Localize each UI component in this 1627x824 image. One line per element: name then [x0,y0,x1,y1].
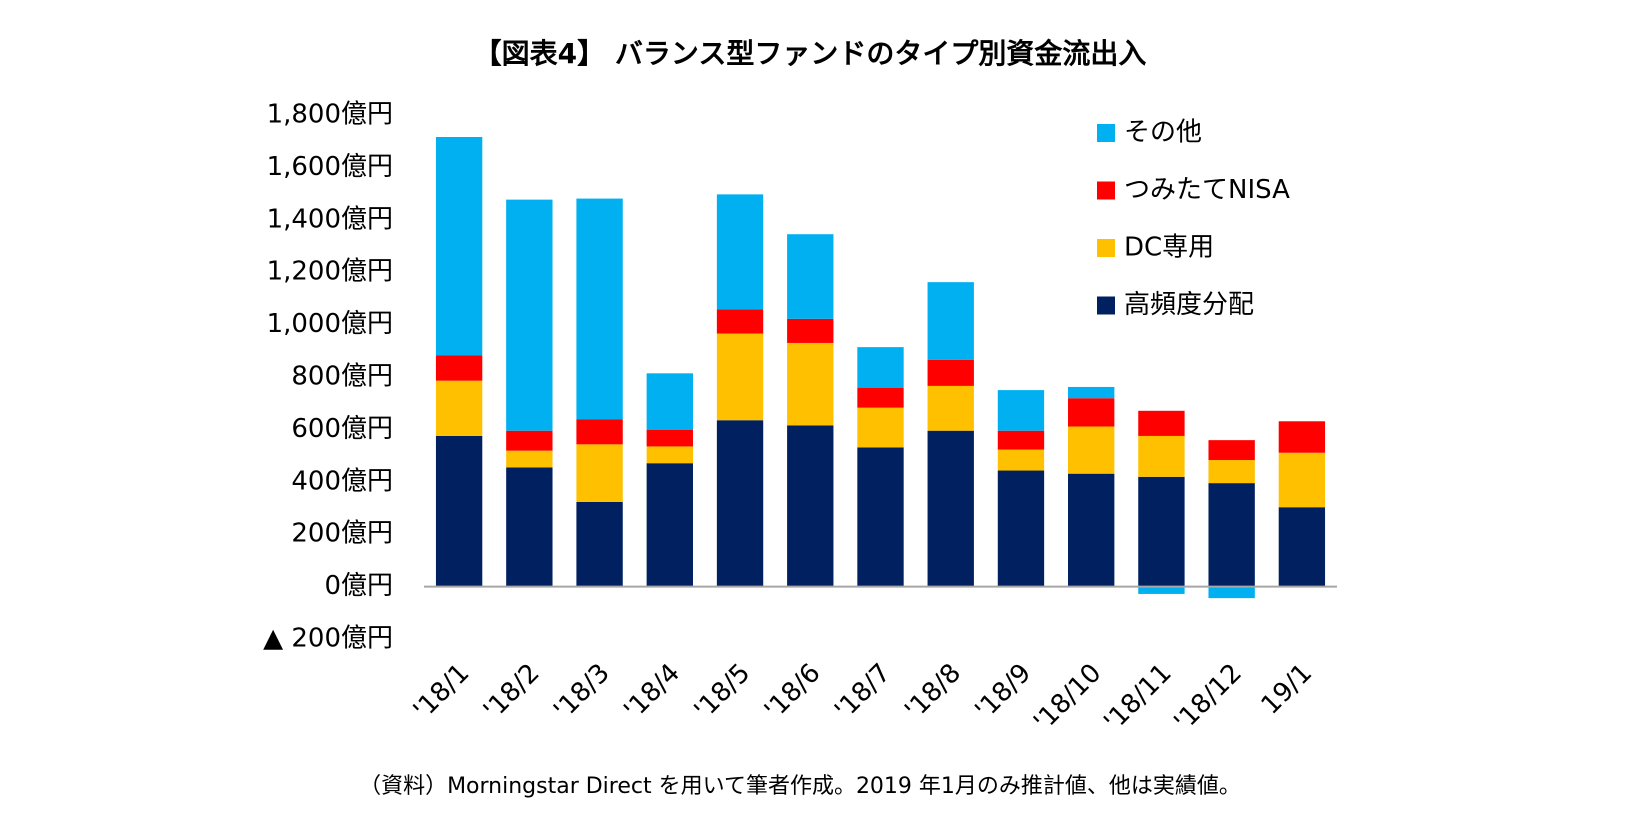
bar-segment [927,385,974,431]
bar-segment [857,447,904,587]
bar-segment [787,425,834,587]
y-tick-label: 400億円 [291,466,393,496]
y-tick-label: 1,200億円 [267,257,393,287]
bar-segment [1068,473,1115,587]
bar-segment [646,463,693,587]
bar-segment [716,420,764,587]
chart-title: 【図表4】 バランス型ファンドのタイプ別資金流出入 [474,37,1147,70]
legend-swatch [1097,124,1115,142]
bar-segment [857,388,904,408]
bar-segment [787,318,834,343]
y-tick-label: 1,800億円 [267,100,393,130]
bar-segment [927,430,974,587]
bar-segment [576,444,623,502]
bar-segment [576,501,623,587]
bar-segment [646,373,693,430]
y-tick-label: 0億円 [324,571,393,601]
bar-segment [1068,426,1115,474]
bar-segment [576,198,623,420]
x-tick-label: '18/4 [618,658,686,726]
legend-swatch [1097,181,1115,200]
bar-segment [716,309,764,334]
bar-segment [787,342,834,426]
bar-segment [1138,435,1185,477]
bar-segment [1138,586,1185,594]
legend-label: 高頻度分配 [1124,290,1254,320]
bar-segment [506,199,553,431]
bar-segment [1278,452,1326,508]
bar-segment [435,435,483,587]
bar-segment [435,355,483,381]
bar-segment [857,407,904,448]
bar-segment [997,430,1045,450]
x-tick-label: '18/3 [548,658,616,726]
legend-swatch [1097,296,1115,315]
bar-segment [1208,440,1255,461]
bar-segment [646,429,693,447]
legend-label: DC専用 [1124,233,1214,263]
x-tick-label: '18/12 [1169,658,1248,737]
bar-segment [857,347,904,389]
bar-segment [1208,460,1255,484]
bar-segment [927,282,974,360]
x-tick-label: '18/8 [899,658,967,726]
bar-segment [787,234,834,319]
bar-segment [1138,476,1185,587]
x-tick-label: '18/5 [689,658,757,726]
bar-segment [1278,507,1326,587]
bar-segment [506,430,553,451]
bar-segment [997,390,1045,431]
bar-segment [716,333,764,421]
bar-segment [576,419,623,445]
x-tick-label: '18/2 [478,658,546,726]
x-tick-label: '18/6 [759,658,827,726]
bar-segment [506,450,553,468]
y-tick-label: 1,000億円 [267,309,393,339]
bar-segment [435,137,483,356]
bar-segment [927,359,974,386]
y-tick-label: 1,600億円 [267,152,393,182]
bar-segment [1208,483,1255,587]
x-tick-label: '18/10 [1028,658,1107,737]
y-tick-label: 1,400億円 [267,204,393,234]
x-tick-label: '18/1 [408,658,476,726]
legend-label: その他 [1124,118,1202,148]
bar-segment [997,449,1045,471]
x-tick-label: '18/9 [970,658,1038,726]
source-note: （資料）Morningstar Direct を用いて筆者作成。2019 年1月… [359,774,1241,799]
y-tick-label: ▲ 200億円 [263,624,393,654]
legend-label: つみたてNISA [1124,175,1290,205]
bar-segment [716,194,764,310]
legend-swatch [1097,239,1115,257]
bar-segment [997,470,1045,587]
bar-segment [1278,421,1326,453]
bar-segment [1068,386,1115,399]
y-tick-label: 800億円 [291,362,393,392]
bar-segment [646,446,693,464]
x-tick-label: '18/11 [1098,658,1177,737]
x-tick-label: 19/1 [1256,658,1319,721]
bar-segment [1068,398,1115,427]
bar-segment [435,380,483,436]
y-tick-label: 600億円 [291,414,393,444]
x-tick-label: '18/7 [829,658,897,726]
bar-segment [506,467,553,587]
bar-segment [1138,410,1185,436]
y-tick-label: 200億円 [291,519,393,549]
bar-segment [1208,586,1255,599]
